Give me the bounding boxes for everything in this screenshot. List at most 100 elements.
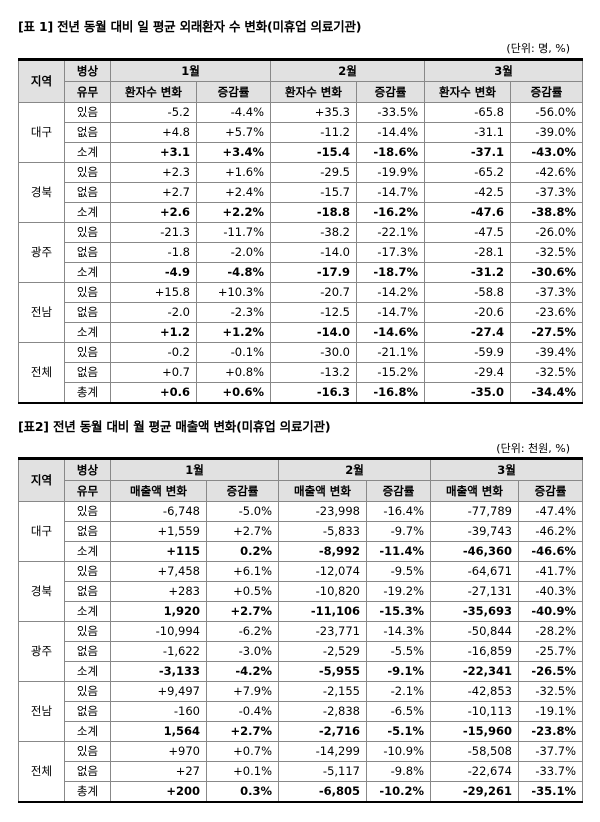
rate-value-cell: -4.8%	[196, 262, 271, 283]
change-value-cell: -10,820	[278, 581, 367, 602]
change-value-cell: +35.3	[270, 102, 357, 123]
table-row: 소계 1,920 +2.7% -11,106 -15.3% -35,693 -40.9%	[19, 601, 583, 622]
change-value-cell: -16.3	[270, 382, 357, 404]
rate-value-cell: -2.3%	[196, 302, 271, 323]
change-value-cell: -14.0	[270, 322, 357, 343]
rate-value-cell: -30.6%	[510, 262, 583, 283]
table-row: 전남 있음 +15.8 +10.3% -20.7 -14.2% -58.8 -37.3%	[18, 282, 583, 343]
bed-status-cell: 없음	[64, 581, 111, 602]
rate-value-cell: +5.7%	[196, 122, 271, 143]
rate-value-cell: +10.3%	[196, 282, 271, 303]
rate-value-cell: -9.1%	[366, 661, 431, 682]
rate-value-cell: -19.9%	[356, 162, 425, 183]
table-row: 없음 +2.7 +2.4% -15.7 -14.7% -42.5 -37.3%	[19, 182, 583, 203]
change-value-cell: -22,341	[430, 661, 519, 682]
table-row: 경북 있음 +2.3 +1.6% -29.5 -19.9% -65.2 -42.6%	[18, 162, 583, 223]
change-value-cell: -15.4	[270, 142, 357, 163]
change-value-cell: -27.4	[424, 322, 511, 343]
rate-value-cell: +0.8%	[196, 362, 271, 383]
rate-value-cell: -14.2%	[356, 282, 425, 303]
table-row: 소계 +3.1 +3.4% -15.4 -18.6% -37.1 -43.0%	[19, 142, 583, 163]
table-row: 소계 1,564 +2.7% -2,716 -5.1% -15,960 -23.8%	[19, 721, 583, 742]
change-value-cell: -15.7	[270, 182, 357, 203]
change-value-cell: -65.8	[424, 102, 511, 123]
header-month-2: 2월	[270, 58, 425, 82]
change-value-cell: -2,838	[278, 701, 367, 722]
change-value-cell: +4.8	[110, 122, 197, 143]
change-value-cell: +0.7	[110, 362, 197, 383]
bed-status-cell: 소계	[64, 601, 111, 622]
bed-status-cell: 없음	[64, 182, 111, 203]
rate-value-cell: +6.1%	[206, 561, 279, 582]
header-bed-line2: 유무	[64, 81, 111, 103]
change-value-cell: -38.2	[270, 222, 357, 243]
change-value-cell: +200	[110, 781, 207, 803]
rate-value-cell: -6.2%	[206, 621, 279, 642]
table-row: 없음 -160 -0.4% -2,838 -6.5% -10,113 -19.1%	[19, 701, 583, 722]
rate-value-cell: -2.0%	[196, 242, 271, 263]
rate-value-cell: -21.1%	[356, 342, 425, 363]
region-cell: 경북	[18, 561, 65, 622]
change-value-cell: -1,622	[110, 641, 207, 662]
rate-value-cell: +2.7%	[206, 521, 279, 542]
rate-value-cell: -16.8%	[356, 382, 425, 404]
rate-value-cell: 0.3%	[206, 781, 279, 803]
bed-status-cell: 없음	[64, 761, 111, 782]
rate-value-cell: +3.4%	[196, 142, 271, 163]
bed-status-cell: 소계	[64, 262, 111, 283]
change-value-cell: +27	[110, 761, 207, 782]
change-value-cell: -2,529	[278, 641, 367, 662]
header-bed-line2: 유무	[64, 480, 111, 502]
change-value-cell: -20.7	[270, 282, 357, 303]
change-value-cell: -59.9	[424, 342, 511, 363]
header-change: 매출액 변화	[430, 480, 519, 502]
change-value-cell: -1.8	[110, 242, 197, 263]
change-value-cell: +283	[110, 581, 207, 602]
change-value-cell: -0.2	[110, 342, 197, 363]
rate-value-cell: -23.8%	[518, 721, 583, 742]
change-value-cell: -5,117	[278, 761, 367, 782]
table-row: 전남 있음 +9,497 +7.9% -2,155 -2.1% -42,853 -32.5%	[18, 681, 583, 742]
rate-value-cell: -18.6%	[356, 142, 425, 163]
header-bed-line1: 병상	[64, 457, 111, 481]
change-value-cell: -2.0	[110, 302, 197, 323]
header-rate: 증감률	[356, 81, 425, 103]
rate-value-cell: -42.6%	[510, 162, 583, 183]
table2-caption: [표2] 전년 동월 대비 월 평균 매출액 변화(미휴업 의료기관)	[18, 419, 331, 434]
bed-status-cell: 소계	[64, 661, 111, 682]
table-row: 대구 있음 -6,748 -5.0% -23,998 -16.4% -77,789 -47.4…	[18, 501, 583, 562]
change-value-cell: +9,497	[110, 681, 207, 702]
bed-status-cell: 있음	[64, 102, 111, 123]
change-value-cell: -10,994	[110, 621, 207, 642]
change-value-cell: -12,074	[278, 561, 367, 582]
bed-status-cell: 있음	[64, 681, 111, 702]
table-row: 총계 +0.6 +0.6% -16.3 -16.8% -35.0 -34.4%	[19, 382, 583, 404]
change-value-cell: -5,955	[278, 661, 367, 682]
rate-value-cell: -6.5%	[366, 701, 431, 722]
bed-status-cell: 있음	[64, 342, 111, 363]
header-month-3: 3월	[430, 457, 583, 481]
bed-status-cell: 없음	[64, 302, 111, 323]
rate-value-cell: -5.5%	[366, 641, 431, 662]
table-row: 없음 +0.7 +0.8% -13.2 -15.2% -29.4 -32.5%	[19, 362, 583, 383]
rate-value-cell: -16.2%	[356, 202, 425, 223]
change-value-cell: -2,155	[278, 681, 367, 702]
table-row: 없음 -1,622 -3.0% -2,529 -5.5% -16,859 -25.7%	[19, 641, 583, 662]
rate-value-cell: -2.1%	[366, 681, 431, 702]
change-value-cell: -20.6	[424, 302, 511, 323]
change-value-cell: -58.8	[424, 282, 511, 303]
bed-status-cell: 없음	[64, 122, 111, 143]
rate-value-cell: +0.1%	[206, 761, 279, 782]
table-row: 없음 +1,559 +2.7% -5,833 -9.7% -39,743 -46.2%	[19, 521, 583, 542]
table2-unit: (단위: 천원, %)	[496, 442, 570, 455]
table-row: 광주 있음 -10,994 -6.2% -23,771 -14.3% -50,844 -28.…	[18, 621, 583, 682]
change-value-cell: -13.2	[270, 362, 357, 383]
rate-value-cell: -46.6%	[518, 541, 583, 562]
change-value-cell: -28.1	[424, 242, 511, 263]
header-rate: 증감률	[366, 480, 431, 502]
table-row: 대구 있음 -5.2 -4.4% +35.3 -33.5% -65.8 -56.0%	[18, 102, 583, 163]
rate-value-cell: -19.2%	[366, 581, 431, 602]
bed-status-cell: 있음	[64, 621, 111, 642]
table-row: 경북 있음 +7,458 +6.1% -12,074 -9.5% -64,671 -41.7%	[18, 561, 583, 622]
bed-status-cell: 있음	[64, 741, 111, 762]
